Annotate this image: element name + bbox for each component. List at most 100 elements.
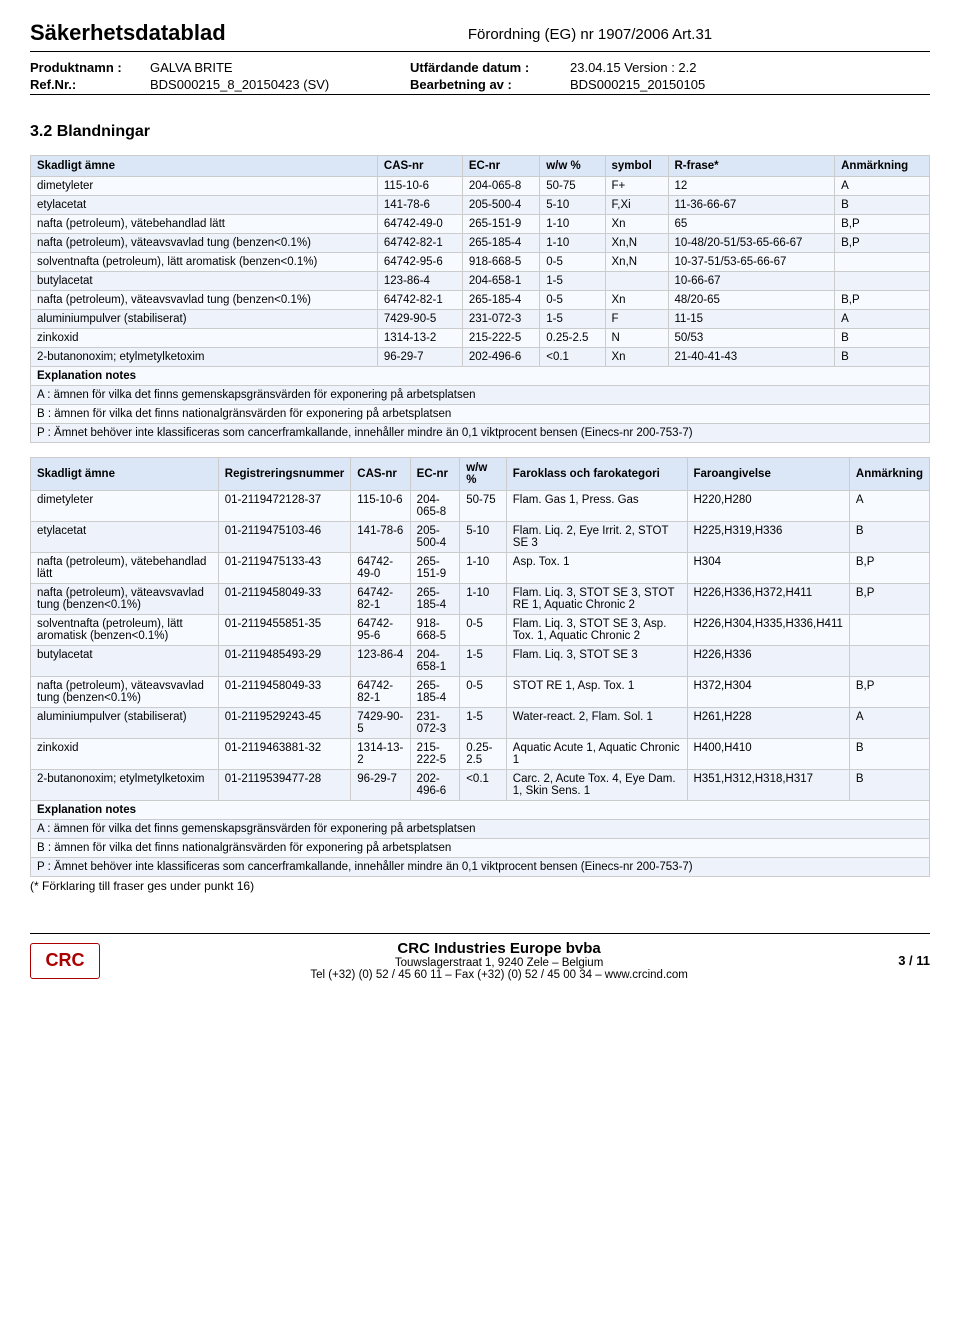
table-cell: 96-29-7: [377, 348, 462, 367]
table-cell: H220,H280: [687, 491, 849, 522]
table-cell: 265-151-9: [462, 215, 539, 234]
table-cell: Xn: [605, 215, 668, 234]
table-cell: 141-78-6: [377, 196, 462, 215]
col-header: Registreringsnummer: [218, 458, 351, 491]
table-cell: 265-185-4: [462, 291, 539, 310]
table-cell: 1-5: [460, 708, 507, 739]
table-cell: Xn,N: [605, 253, 668, 272]
table-cell: 202-496-6: [462, 348, 539, 367]
table-cell: zinkoxid: [31, 329, 378, 348]
issue-value: 23.04.15 Version : 2.2: [570, 60, 870, 75]
table-cell: 11-36-66-67: [668, 196, 835, 215]
table-cell: 48/20-65: [668, 291, 835, 310]
table-cell: 205-500-4: [462, 196, 539, 215]
table-cell: 10-48/20-51/53-65-66-67: [668, 234, 835, 253]
table-cell: 265-185-4: [462, 234, 539, 253]
table-cell: 918-668-5: [462, 253, 539, 272]
table-cell: 7429-90-5: [351, 708, 410, 739]
table-row: etylacetat141-78-6205-500-45-10F,Xi11-36…: [31, 196, 930, 215]
col-header: Faroangivelse: [687, 458, 849, 491]
table-cell: H351,H312,H318,H317: [687, 770, 849, 801]
table-cell: 115-10-6: [351, 491, 410, 522]
table-cell: <0.1: [460, 770, 507, 801]
table-row: zinkoxid1314-13-2215-222-50.25-2.5N50/53…: [31, 329, 930, 348]
issue-label: Utfärdande datum :: [410, 60, 570, 75]
footer-company: CRC Industries Europe bvba: [100, 940, 898, 957]
col-header: symbol: [605, 156, 668, 177]
table-cell: 204-065-8: [410, 491, 460, 522]
composition-table-2: Skadligt ämneRegistreringsnummerCAS-nrEC…: [30, 457, 930, 877]
table-cell: 215-222-5: [410, 739, 460, 770]
table-cell: 01-2119458049-33: [218, 584, 351, 615]
regulation-line: Förordning (EG) nr 1907/2006 Art.31: [250, 26, 930, 43]
table-cell: 0-5: [540, 253, 605, 272]
table-cell: 231-072-3: [462, 310, 539, 329]
table-cell: etylacetat: [31, 522, 219, 553]
note-line: A : ämnen för vilka det finns gemenskaps…: [31, 820, 930, 839]
table-cell: B,P: [835, 234, 930, 253]
table-cell: [605, 272, 668, 291]
table-cell: 5-10: [460, 522, 507, 553]
table-cell: 204-658-1: [462, 272, 539, 291]
table-cell: H261,H228: [687, 708, 849, 739]
table-cell: 01-2119539477-28: [218, 770, 351, 801]
footer-tel: Tel (+32) (0) 52 / 45 60 11 – Fax (+32) …: [100, 969, 898, 981]
table-cell: 0.25-2.5: [540, 329, 605, 348]
table-row: nafta (petroleum), väteavsvavlad tung (b…: [31, 291, 930, 310]
table-cell: 11-15: [668, 310, 835, 329]
table-cell: H226,H336,H372,H411: [687, 584, 849, 615]
table-cell: Xn: [605, 348, 668, 367]
table-cell: Flam. Liq. 3, STOT SE 3: [506, 646, 687, 677]
note-line: P : Ämnet behöver inte klassificeras som…: [31, 424, 930, 443]
table-cell: A: [849, 708, 929, 739]
table-row: etylacetat01-2119475103-46141-78-6205-50…: [31, 522, 930, 553]
table-cell: [849, 646, 929, 677]
table-row: dimetyleter115-10-6204-065-850-75F+12A: [31, 177, 930, 196]
table-cell: 123-86-4: [377, 272, 462, 291]
table-cell: 1-5: [540, 272, 605, 291]
note-line: A : ämnen för vilka det finns gemenskaps…: [31, 386, 930, 405]
table-cell: H226,H336: [687, 646, 849, 677]
table-cell: aluminiumpulver (stabiliserat): [31, 708, 219, 739]
table-cell: B,P: [835, 291, 930, 310]
table-cell: 215-222-5: [462, 329, 539, 348]
table-row: butylacetat01-2119485493-29123-86-4204-6…: [31, 646, 930, 677]
table-cell: 205-500-4: [410, 522, 460, 553]
table-cell: 0-5: [460, 677, 507, 708]
note-line: B : ämnen för vilka det finns nationalgr…: [31, 839, 930, 858]
table-cell: nafta (petroleum), väteavsvavlad tung (b…: [31, 677, 219, 708]
product-value: GALVA BRITE: [150, 60, 410, 75]
table-cell: [849, 615, 929, 646]
table-cell: solventnafta (petroleum), lätt aromatisk…: [31, 253, 378, 272]
table-cell: B,P: [849, 677, 929, 708]
table-cell: 64742-82-1: [351, 584, 410, 615]
table-cell: 231-072-3: [410, 708, 460, 739]
table-cell: F,Xi: [605, 196, 668, 215]
divider: [30, 51, 930, 52]
table-cell: B,P: [849, 553, 929, 584]
table-cell: Xn,N: [605, 234, 668, 253]
page-number: 3 / 11: [898, 953, 930, 968]
notes-heading: Explanation notes: [31, 801, 930, 820]
col-header: EC-nr: [410, 458, 460, 491]
table-cell: H400,H410: [687, 739, 849, 770]
table-cell: 1-10: [460, 553, 507, 584]
table-cell: zinkoxid: [31, 739, 219, 770]
col-header: Faroklass och farokategori: [506, 458, 687, 491]
table-cell: Aquatic Acute 1, Aquatic Chronic 1: [506, 739, 687, 770]
table-cell: Flam. Liq. 3, STOT SE 3, Asp. Tox. 1, Aq…: [506, 615, 687, 646]
table-cell: Flam. Liq. 3, STOT SE 3, STOT RE 1, Aqua…: [506, 584, 687, 615]
col-header: Anmärkning: [849, 458, 929, 491]
table-cell: B: [835, 348, 930, 367]
crc-logo: CRC: [30, 943, 100, 979]
table-cell: Water-react. 2, Flam. Sol. 1: [506, 708, 687, 739]
rev-label: Bearbetning av :: [410, 77, 570, 92]
table-cell: F+: [605, 177, 668, 196]
table-cell: 1-10: [540, 234, 605, 253]
table-cell: 10-66-67: [668, 272, 835, 291]
page-footer: CRC CRC Industries Europe bvba Touwslage…: [30, 933, 930, 981]
table-cell: 204-658-1: [410, 646, 460, 677]
table-cell: 1-10: [460, 584, 507, 615]
divider: [30, 94, 930, 95]
table-row: nafta (petroleum), vätebehandlad lätt01-…: [31, 553, 930, 584]
